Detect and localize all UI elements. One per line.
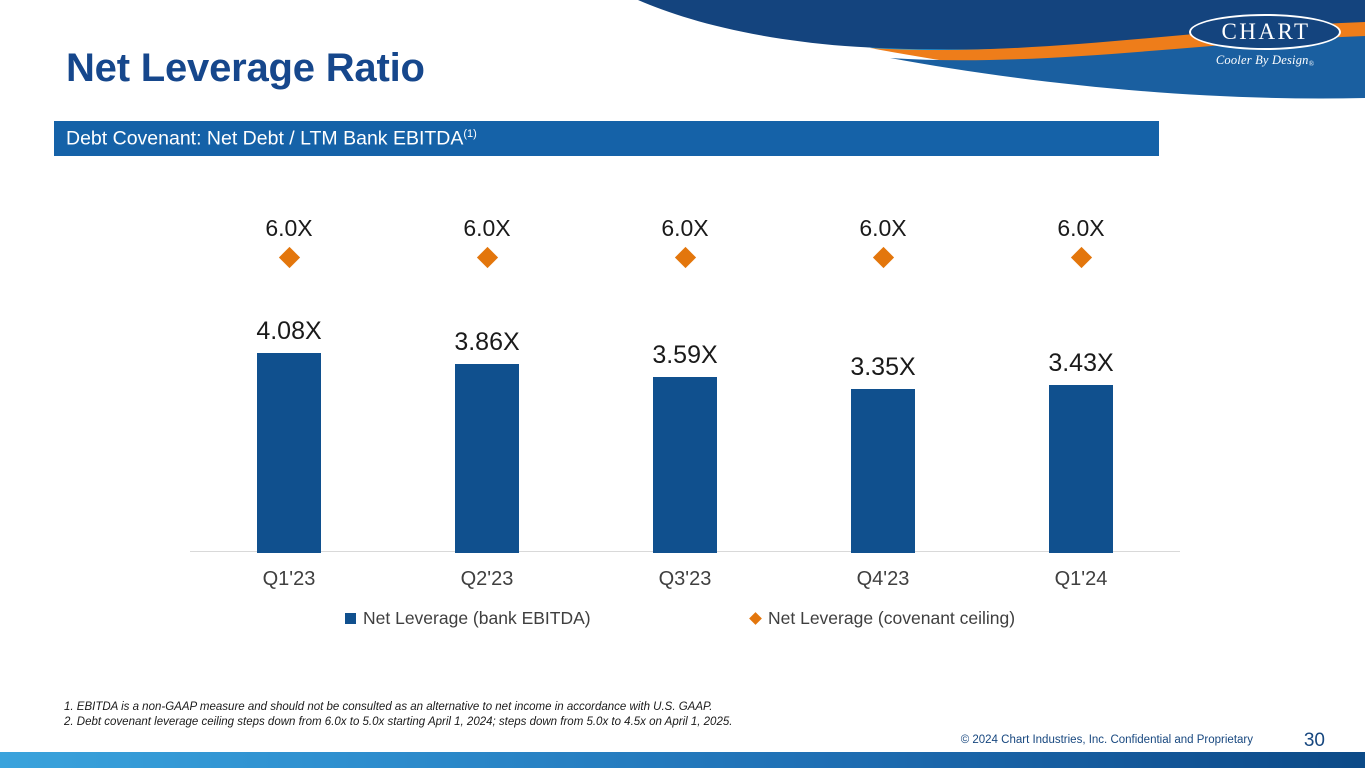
- footer-accent-bar: [0, 752, 1365, 768]
- bar-Q223: [455, 363, 519, 553]
- section-banner-label: Debt Covenant: Net Debt / LTM Bank EBITD…: [66, 127, 477, 150]
- legend-label-bars: Net Leverage (bank EBITDA): [363, 608, 591, 628]
- legend-square-icon: [345, 613, 356, 624]
- covenant-ceiling-label: 6.0X: [661, 215, 709, 242]
- category-label: Q1'24: [1054, 568, 1108, 590]
- covenant-ceiling-diamond: [476, 246, 498, 268]
- logo-tagline: Cooler By Design®: [1185, 53, 1345, 68]
- bar-Q124: [1049, 384, 1113, 553]
- chart-plot-area: [190, 190, 1180, 553]
- category-label: Q4'23: [856, 568, 910, 590]
- covenant-ceiling-label: 6.0X: [1057, 215, 1105, 242]
- covenant-ceiling-label: 6.0X: [265, 215, 313, 242]
- copyright-notice: © 2024 Chart Industries, Inc. Confidenti…: [960, 734, 1253, 746]
- logo-ellipse: CHART: [1189, 14, 1341, 50]
- chart-legend: Net Leverage (bank EBITDA) Net Leverage …: [190, 608, 1180, 634]
- bar-Q423: [851, 388, 915, 553]
- category-label: Q1'23: [262, 568, 316, 590]
- covenant-ceiling-diamond: [278, 246, 300, 268]
- legend-label-ceiling: Net Leverage (covenant ceiling): [768, 608, 1016, 628]
- bar-Q323: [653, 377, 717, 553]
- page-number: 30: [1303, 730, 1325, 751]
- logo-wordmark: CHART: [1221, 19, 1311, 44]
- logo-ellipse-shape: [1189, 14, 1341, 50]
- covenant-ceiling-label: 6.0X: [463, 215, 511, 242]
- logo-tagline-text: Cooler By Design: [1215, 53, 1309, 67]
- bar-value-label: 3.43X: [1048, 348, 1114, 377]
- bar-value-label: 3.86X: [454, 327, 520, 356]
- category-label: Q3'23: [658, 568, 712, 590]
- covenant-ceiling-diamond: [674, 246, 696, 268]
- page-title: Net Leverage Ratio: [66, 46, 425, 90]
- bar-value-label: 4.08X: [256, 317, 322, 346]
- covenant-ceiling-label: 6.0X: [859, 215, 907, 242]
- bar-value-label: 3.35X: [850, 352, 916, 381]
- section-banner: Debt Covenant: Net Debt / LTM Bank EBITD…: [54, 121, 1159, 156]
- footnotes: 1. EBITDA is a non-GAAP measure and shou…: [64, 700, 732, 729]
- footnote-2: 2. Debt covenant leverage ceiling steps …: [64, 715, 733, 728]
- footnote-ref-1: (1): [463, 127, 477, 140]
- chart-logo: CHART Cooler By Design®: [1185, 14, 1345, 78]
- chart-baseline-axis: [190, 551, 1180, 552]
- covenant-ceiling-diamond: [1070, 246, 1092, 268]
- bar-Q123: [257, 353, 321, 553]
- legend-item-bars: Net Leverage (bank EBITDA): [345, 608, 591, 629]
- legend-diamond-icon: [749, 612, 762, 625]
- registered-mark: ®: [1308, 60, 1315, 68]
- section-banner-text: Debt Covenant: Net Debt / LTM Bank EBITD…: [66, 127, 464, 149]
- bar-value-label: 3.59X: [652, 341, 718, 370]
- covenant-ceiling-diamond: [872, 246, 894, 268]
- category-label: Q2'23: [460, 568, 514, 590]
- footnote-1: 1. EBITDA is a non-GAAP measure and shou…: [64, 701, 713, 713]
- legend-item-ceiling: Net Leverage (covenant ceiling): [749, 608, 1016, 629]
